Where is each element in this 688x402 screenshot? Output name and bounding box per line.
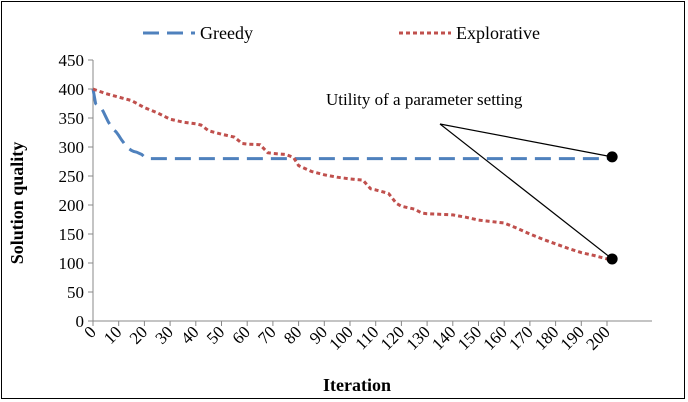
x-tick-labels: 0 10 20 30 40 50 60 70 80 90100110120130140150160…	[80, 321, 614, 354]
y-tick-label: 0	[76, 312, 85, 331]
x-tick-label: 70	[254, 322, 279, 347]
x-tick-label: 10	[100, 322, 125, 347]
y-tick-label: 250	[59, 167, 85, 186]
y-tick-label: 300	[59, 138, 85, 157]
annotation-pointer-line	[439, 123, 613, 260]
annotation-pointer-line	[439, 123, 613, 158]
y-tick-label: 450	[59, 51, 85, 70]
y-tick-label: 350	[59, 109, 85, 128]
y-tick-label: 100	[59, 254, 85, 273]
x-tick-label: 200	[582, 322, 613, 353]
axes	[92, 60, 652, 322]
annotation-point-marker	[606, 151, 618, 163]
annotation-text: Utility of a parameter setting	[326, 90, 523, 109]
annotation-point-marker	[606, 253, 618, 265]
x-tick-label: 0	[80, 322, 99, 341]
x-tick-label: 80	[280, 322, 305, 347]
x-tick-label: 20	[126, 322, 151, 347]
y-tick-label: 50	[67, 283, 84, 302]
y-tick-label: 150	[59, 225, 85, 244]
y-tick-label: 200	[59, 196, 85, 215]
x-tick-label: 50	[203, 322, 228, 347]
legend-greedy-label: Greedy	[200, 23, 253, 43]
x-tick-label: 90	[306, 322, 331, 347]
annotation: Utility of a parameter setting	[326, 90, 618, 265]
x-tick-label: 110	[352, 322, 383, 353]
x-tick-label: 60	[229, 322, 254, 347]
series-line-explorative	[92, 87, 613, 261]
x-axis-title: Iteration	[323, 375, 391, 395]
series-line-greedy	[91, 88, 613, 161]
legend-explorative-label: Explorative	[456, 23, 540, 43]
y-tick-label: 400	[59, 80, 85, 99]
legend: Greedy Explorative	[143, 23, 540, 43]
x-tick-label: 40	[177, 322, 202, 347]
y-tick-labels: 0 50 100 150 200 250 300 350 400 450	[59, 51, 93, 331]
x-tick-label: 30	[151, 322, 176, 347]
y-axis-title: Solution quality	[7, 142, 27, 265]
series-layer	[91, 87, 613, 261]
